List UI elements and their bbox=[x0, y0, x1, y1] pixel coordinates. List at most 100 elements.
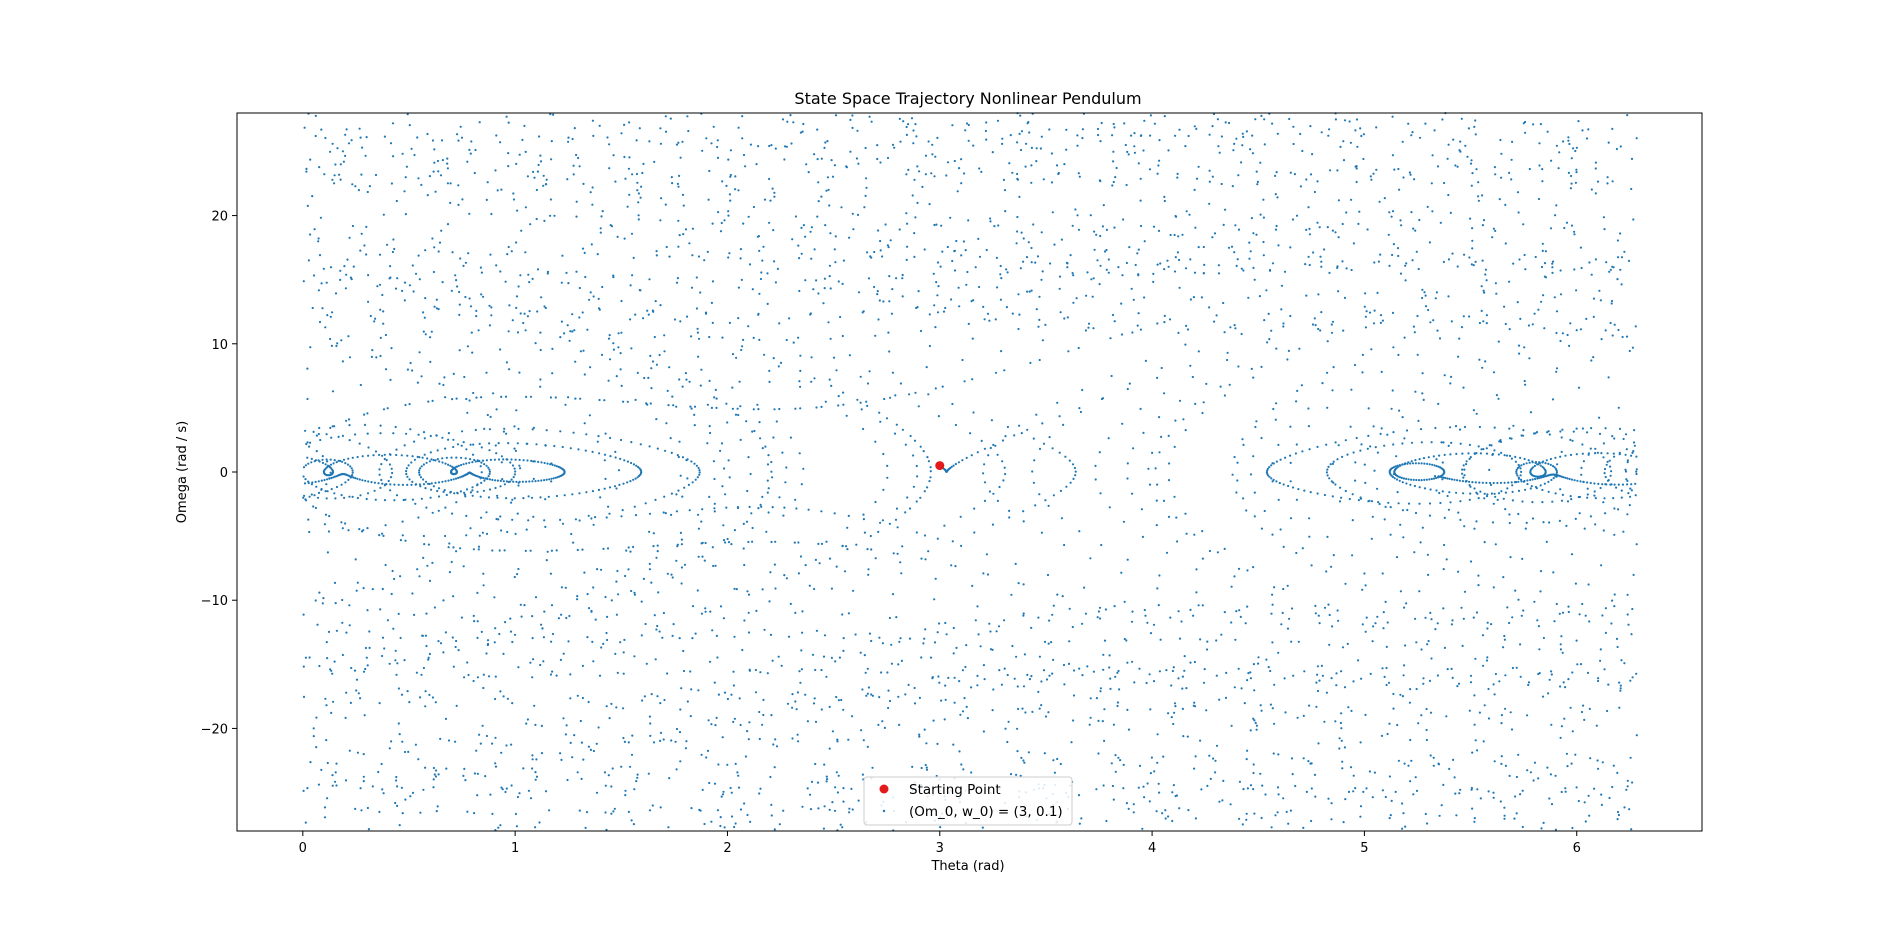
trajectory-point bbox=[1368, 311, 1372, 314]
trajectory-point bbox=[592, 586, 595, 589]
trajectory-point bbox=[886, 464, 889, 467]
trajectory-point bbox=[397, 687, 400, 690]
trajectory-point bbox=[1404, 644, 1407, 647]
trajectory-point bbox=[337, 435, 340, 438]
trajectory-point bbox=[447, 463, 450, 466]
trajectory-point bbox=[1456, 685, 1459, 688]
trajectory-point bbox=[720, 442, 724, 445]
trajectory-point bbox=[1233, 324, 1236, 327]
trajectory-point bbox=[1246, 787, 1249, 790]
trajectory-point bbox=[1034, 261, 1037, 264]
trajectory-point bbox=[519, 274, 522, 277]
trajectory-point bbox=[406, 454, 409, 457]
trajectory-point bbox=[1481, 634, 1485, 637]
trajectory-point bbox=[1114, 754, 1117, 757]
trajectory-point bbox=[865, 186, 868, 189]
trajectory-point bbox=[713, 507, 716, 510]
trajectory-point bbox=[605, 516, 608, 519]
trajectory-point bbox=[944, 684, 947, 687]
trajectory-point bbox=[505, 744, 508, 747]
trajectory-point bbox=[1122, 520, 1125, 523]
trajectory-point bbox=[1524, 268, 1527, 271]
trajectory-point bbox=[1502, 646, 1505, 649]
trajectory-point bbox=[1622, 437, 1625, 441]
trajectory-point bbox=[1081, 128, 1084, 131]
trajectory-point bbox=[463, 491, 466, 494]
trajectory-point bbox=[1348, 497, 1351, 501]
trajectory-point bbox=[572, 164, 575, 167]
trajectory-point bbox=[1520, 614, 1523, 617]
trajectory-point bbox=[623, 123, 626, 126]
trajectory-point bbox=[1132, 803, 1135, 806]
trajectory-point bbox=[1402, 812, 1405, 815]
trajectory-point bbox=[886, 244, 890, 247]
trajectory-point bbox=[1139, 177, 1142, 180]
trajectory-point bbox=[344, 154, 347, 157]
trajectory-point bbox=[1099, 180, 1102, 183]
trajectory-point bbox=[794, 407, 797, 410]
trajectory-point bbox=[913, 439, 917, 442]
trajectory-point bbox=[1231, 473, 1234, 476]
trajectory-point bbox=[809, 808, 813, 811]
trajectory-point bbox=[1316, 673, 1319, 676]
trajectory-point bbox=[444, 717, 448, 721]
trajectory-point bbox=[1405, 262, 1408, 265]
trajectory-point bbox=[1109, 337, 1112, 340]
trajectory-point bbox=[1629, 495, 1632, 498]
trajectory-point bbox=[399, 636, 402, 640]
trajectory-point bbox=[1483, 291, 1486, 294]
trajectory-point bbox=[1583, 527, 1586, 530]
trajectory-point bbox=[1527, 459, 1530, 462]
trajectory-point bbox=[1493, 449, 1496, 452]
trajectory-point bbox=[422, 556, 425, 560]
trajectory-point bbox=[1561, 428, 1564, 431]
trajectory-point bbox=[1083, 586, 1086, 589]
trajectory-point bbox=[390, 740, 393, 743]
trajectory-point bbox=[416, 381, 419, 384]
trajectory-point bbox=[636, 776, 639, 779]
trajectory-point bbox=[1314, 604, 1317, 608]
trajectory-point bbox=[1287, 484, 1290, 488]
trajectory-point bbox=[1260, 436, 1263, 440]
trajectory-point bbox=[623, 459, 626, 462]
trajectory-point bbox=[830, 656, 834, 660]
trajectory-point bbox=[926, 486, 929, 489]
trajectory-point bbox=[325, 466, 329, 469]
trajectory-point bbox=[550, 549, 554, 552]
trajectory-point bbox=[559, 430, 562, 433]
trajectory-point bbox=[531, 758, 534, 761]
trajectory-point bbox=[755, 609, 758, 613]
trajectory-point bbox=[603, 771, 607, 774]
trajectory-point bbox=[1517, 753, 1520, 756]
trajectory-point bbox=[1428, 514, 1432, 517]
trajectory-point bbox=[1315, 705, 1318, 708]
trajectory-point bbox=[478, 733, 481, 736]
trajectory-point bbox=[895, 277, 898, 280]
trajectory-point bbox=[679, 320, 682, 323]
trajectory-point bbox=[1101, 397, 1105, 400]
trajectory-point bbox=[1274, 228, 1278, 231]
trajectory-point bbox=[733, 825, 736, 829]
trajectory-point bbox=[1252, 266, 1255, 269]
trajectory-point bbox=[1069, 254, 1072, 257]
trajectory-point bbox=[1547, 692, 1550, 695]
trajectory-point bbox=[582, 758, 585, 761]
trajectory-point bbox=[642, 577, 646, 581]
trajectory-point bbox=[1235, 137, 1238, 140]
trajectory-point bbox=[549, 572, 553, 575]
trajectory-point bbox=[565, 616, 568, 620]
trajectory-point bbox=[1559, 293, 1563, 296]
trajectory-point bbox=[1611, 334, 1614, 337]
trajectory-point bbox=[1195, 591, 1198, 594]
trajectory-point bbox=[440, 139, 444, 142]
trajectory-point bbox=[976, 451, 979, 454]
trajectory-point bbox=[1469, 485, 1472, 488]
trajectory-point bbox=[476, 636, 479, 640]
trajectory-point bbox=[804, 564, 807, 567]
trajectory-point bbox=[1323, 606, 1327, 609]
trajectory-point bbox=[1022, 583, 1025, 586]
trajectory-point bbox=[1113, 605, 1116, 608]
trajectory-point bbox=[1570, 553, 1574, 556]
trajectory-point bbox=[908, 393, 911, 396]
trajectory-point bbox=[1102, 784, 1105, 787]
